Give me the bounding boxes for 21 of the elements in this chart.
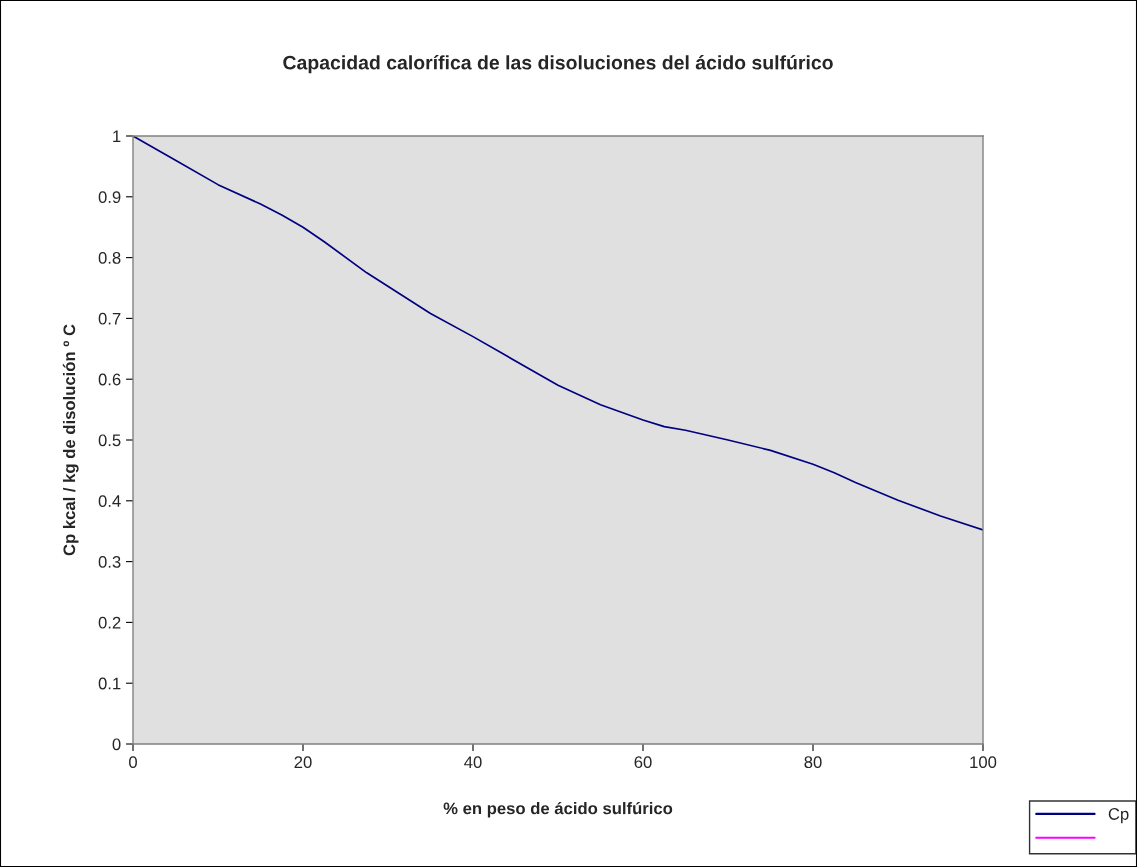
x-axis-title: % en peso de ácido sulfúrico [443, 801, 673, 818]
chart-title: Capacidad calorífica de las disoluciones del ácido sulfúrico [283, 55, 833, 74]
y-tick-label: 0 [112, 738, 121, 751]
y-axis-title: Cp kcal / kg de disolución º C [62, 324, 79, 556]
y-tick-label: 0.6 [98, 373, 121, 386]
y-tick-label: 0.1 [98, 677, 121, 690]
x-tick-label: 60 [634, 756, 652, 769]
x-tick-label: 80 [804, 756, 822, 769]
x-tick-label: 20 [294, 756, 312, 769]
y-tick-label: 1 [113, 130, 121, 143]
y-tick-label: 0.8 [98, 252, 121, 264]
x-tick-label: 100 [970, 756, 997, 769]
legend-label: Cp [1108, 808, 1129, 824]
x-tick-label: 0 [129, 756, 137, 769]
y-tick-label: 0.5 [98, 434, 121, 447]
y-tick-label: 0.9 [98, 191, 121, 203]
y-tick-label: 0.2 [98, 616, 121, 629]
x-tick-label: 40 [464, 756, 482, 769]
y-tick-label: 0.4 [98, 495, 121, 507]
y-tick-label: 0.7 [98, 312, 121, 325]
y-tick-label: 0.3 [98, 556, 121, 568]
